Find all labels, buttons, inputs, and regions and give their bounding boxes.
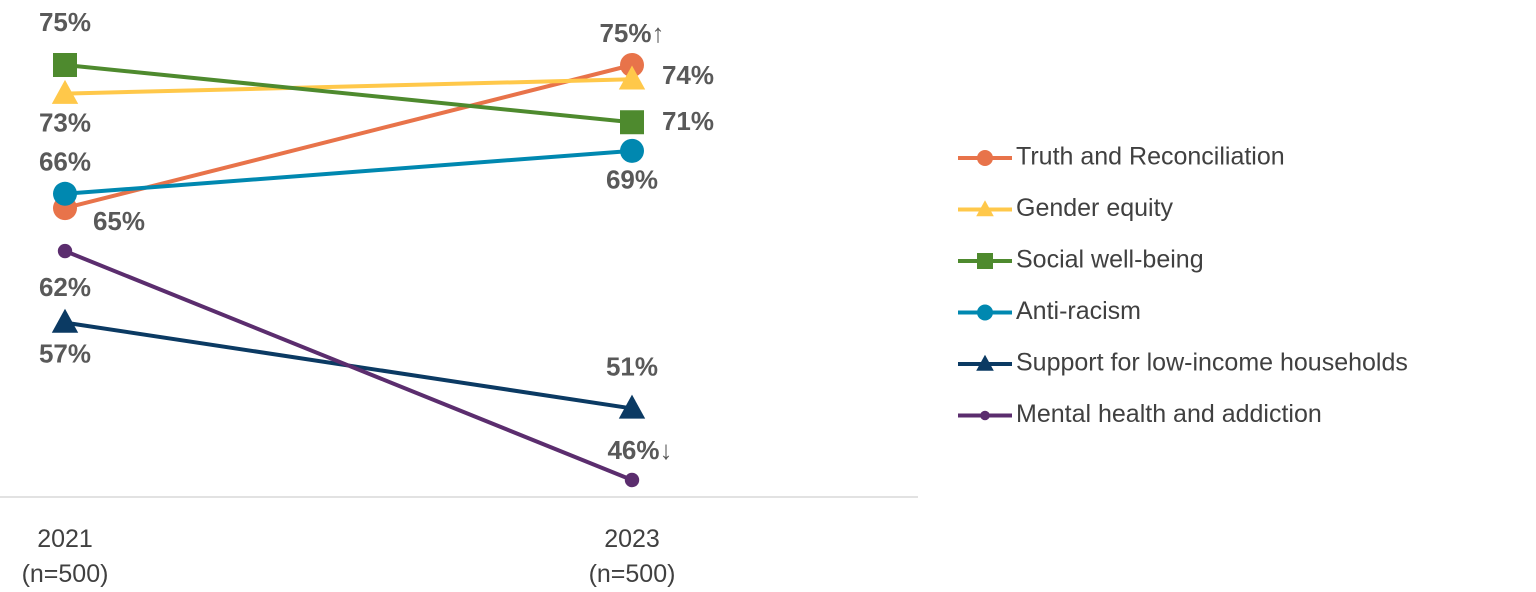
marker	[977, 150, 993, 166]
data-label: 66%	[39, 147, 91, 177]
marker	[53, 181, 77, 206]
data-label: 51%	[606, 351, 658, 381]
marker	[618, 394, 646, 419]
legend-label: Anti-racism	[1016, 297, 1141, 325]
data-label: 46%↓	[607, 435, 672, 465]
line	[64, 63, 633, 125]
marker	[51, 308, 79, 333]
marker	[620, 110, 644, 135]
line	[64, 63, 633, 211]
marker	[51, 79, 79, 104]
marker	[977, 304, 993, 321]
legend-label: Social well-being	[1016, 246, 1204, 274]
data-label: 75%	[39, 7, 91, 37]
data-label: 71%	[662, 106, 714, 136]
marker	[53, 53, 77, 77]
legend-label: Support for low-income households	[1016, 349, 1408, 377]
line	[64, 249, 633, 482]
data-label: 65%	[93, 206, 145, 236]
legend-label: Mental health and addiction	[1016, 400, 1322, 428]
marker	[620, 53, 644, 77]
data-label: 73%	[39, 107, 91, 137]
marker	[618, 65, 646, 90]
marker	[980, 410, 990, 421]
data-label: 57%	[39, 338, 91, 368]
x-tick-label: 2021 (n=500)	[21, 525, 109, 588]
legend-label: Gender equity	[1016, 194, 1174, 222]
data-label: 74%	[662, 60, 714, 90]
x-tick-label: 2023 (n=500)	[588, 525, 676, 588]
marker	[976, 354, 994, 371]
data-label: 62%	[39, 272, 91, 302]
marker	[57, 243, 73, 259]
marker	[977, 253, 993, 269]
data-label: 69%	[606, 165, 658, 195]
marker	[624, 472, 640, 488]
line	[64, 77, 633, 96]
legend-label: Truth and Reconciliation	[1016, 143, 1285, 171]
data-label: 75%↑	[599, 18, 664, 48]
marker	[976, 200, 994, 217]
line	[64, 148, 633, 196]
marker	[620, 138, 644, 163]
